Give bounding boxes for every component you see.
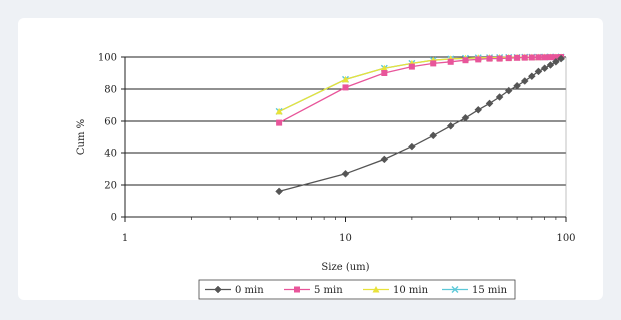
axes (121, 56, 567, 222)
legend-label: 15 min (472, 285, 508, 296)
data-point (485, 99, 494, 108)
data-point (446, 121, 455, 130)
y-tick-label: 100 (98, 53, 117, 64)
data-point (381, 70, 388, 76)
data-point (541, 54, 548, 61)
data-point (520, 77, 529, 85)
data-point (380, 155, 389, 164)
data-series (275, 53, 565, 196)
data-point (547, 54, 554, 61)
data-point (513, 81, 521, 90)
data-point (461, 113, 470, 122)
data-point (447, 58, 454, 65)
data-point (408, 63, 415, 70)
legend-item: 10 min (363, 285, 429, 296)
x-tick-labels: 1 10 100 (122, 233, 576, 244)
legend-swatch-marker (294, 286, 300, 293)
data-point (535, 54, 542, 61)
legend-label: 10 min (393, 285, 429, 296)
x-tick-label: 1 (122, 233, 128, 244)
data-point (557, 54, 565, 63)
data-point (504, 86, 513, 95)
y-tick-labels: 0 20 40 60 80 100 (98, 53, 117, 224)
legend-item: 5 min (284, 285, 343, 296)
data-point (474, 105, 483, 114)
data-point (462, 57, 469, 64)
y-tick-label: 40 (104, 149, 117, 160)
x-tick-label: 10 (339, 233, 352, 244)
data-point (552, 57, 560, 66)
series-0-min (275, 54, 565, 196)
x-tick-label: 100 (556, 233, 575, 244)
data-point (342, 84, 349, 91)
data-point (342, 75, 349, 83)
data-point (496, 55, 503, 62)
legend-label: 0 min (235, 285, 264, 296)
data-point (546, 61, 555, 69)
data-point (429, 131, 438, 140)
data-point (514, 54, 521, 61)
chart-panel (18, 18, 603, 300)
data-point (552, 54, 559, 61)
data-point (534, 67, 543, 76)
data-point (475, 56, 482, 63)
data-point (430, 60, 437, 67)
y-tick-label: 20 (104, 181, 117, 192)
data-point (486, 55, 493, 62)
legend-swatch-marker (214, 285, 222, 294)
y-tick-label: 60 (104, 117, 117, 128)
legend-box (198, 279, 516, 300)
data-point (528, 54, 535, 61)
data-point (275, 107, 283, 115)
legend-item: 15 min (442, 285, 508, 296)
data-point (380, 64, 388, 72)
legend-item: 0 min (205, 285, 264, 296)
x-axis-title: Size (um) (321, 262, 369, 273)
data-point (505, 55, 512, 62)
legend-swatch-marker (372, 286, 380, 293)
y-tick-label: 80 (104, 85, 117, 96)
data-point (276, 119, 283, 126)
data-point (540, 64, 549, 73)
data-point (521, 54, 528, 61)
legend-swatch-marker (451, 286, 459, 293)
legend: 0 min 5 min 10 min 15 min (198, 279, 516, 300)
y-tick-label: 0 (111, 213, 117, 224)
data-point (527, 72, 536, 81)
data-point (341, 169, 350, 178)
y-axis-title: Cum % (76, 119, 87, 155)
data-point (408, 142, 416, 151)
legend-label: 5 min (314, 285, 343, 296)
data-point (275, 187, 283, 196)
data-point (495, 93, 504, 101)
